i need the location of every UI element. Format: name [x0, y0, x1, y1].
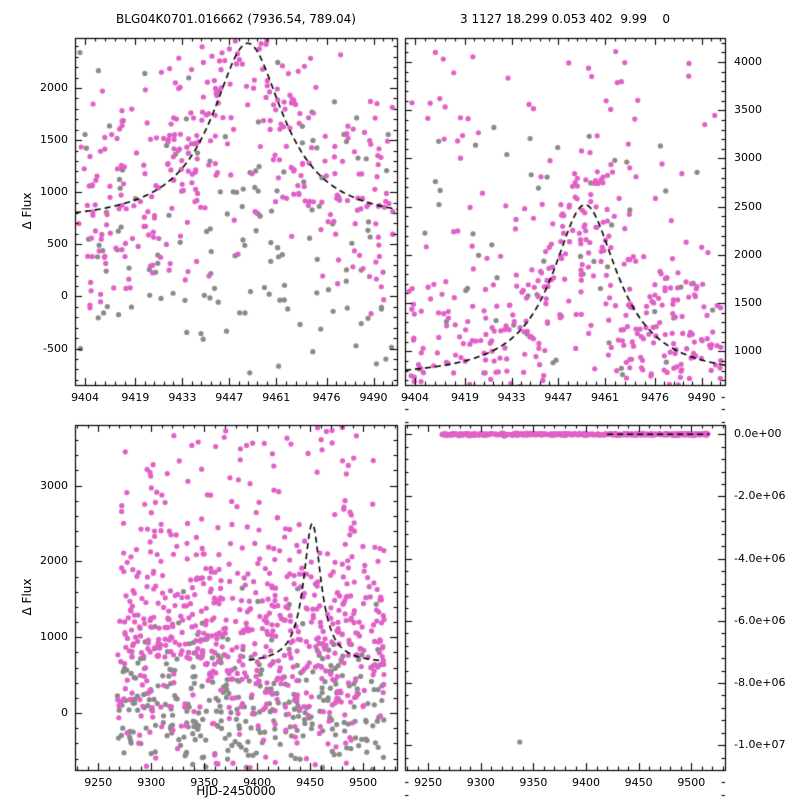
x-tick-label: 9300	[137, 776, 166, 789]
x-tick-label: 9447	[544, 391, 573, 404]
y-tick-label: 2500	[734, 199, 762, 213]
panel-bottom-left-ylabel: Δ Flux	[20, 578, 34, 616]
y-tick-label: 1500	[734, 296, 762, 310]
x-axis-label: HJD-2450000	[196, 784, 276, 798]
y-tick-label: -500	[43, 341, 68, 355]
y-tick-label: 0.0e+00	[734, 427, 782, 441]
x-tick-label: 9490	[359, 391, 388, 404]
y-tick-label: 2000	[40, 81, 68, 95]
y-tick-label: 1000	[734, 344, 762, 358]
x-tick-label: 9433	[168, 391, 197, 404]
y-tick-label: 2000	[734, 247, 762, 261]
y-tick-label: 1000	[40, 630, 68, 644]
y-tick-label: 1000	[40, 185, 68, 199]
x-tick-label: 9490	[687, 391, 716, 404]
x-tick-label: 9476	[641, 391, 669, 404]
x-tick-label: 9419	[121, 391, 150, 404]
x-tick-label: 9404	[401, 391, 429, 404]
y-tick-label: 3500	[734, 103, 762, 117]
x-tick-label: 9400	[243, 776, 272, 789]
y-tick-label: -1.0e+07	[734, 738, 786, 752]
y-tick-label: 0	[61, 706, 68, 720]
x-tick-label: 9433	[497, 391, 526, 404]
x-tick-label: 9400	[572, 776, 601, 789]
x-tick-label: 9300	[466, 776, 495, 789]
x-tick-label: 9350	[519, 776, 548, 789]
x-tick-label: 9450	[624, 776, 653, 789]
y-tick-label: -4.0e+06	[734, 551, 786, 565]
y-tick-label: 1500	[40, 133, 68, 147]
x-tick-label: 9450	[296, 776, 325, 789]
panel-top-right-title: 3 1127 18.299 0.053 402 9.99 0	[460, 12, 670, 26]
x-tick-label: 9447	[215, 391, 244, 404]
x-tick-label: 9461	[591, 391, 619, 404]
x-tick-label: 9500	[677, 776, 706, 789]
y-tick-label: 500	[47, 237, 68, 251]
y-tick-label: 0	[61, 289, 68, 303]
y-tick-label: 3000	[734, 151, 762, 165]
x-tick-label: 9250	[414, 776, 443, 789]
x-tick-label: 9404	[71, 391, 100, 404]
y-tick-label: -6.0e+06	[734, 613, 786, 627]
y-tick-label: 2000	[40, 554, 68, 568]
x-tick-label: 9250	[84, 776, 113, 789]
x-tick-label: 9476	[312, 391, 341, 404]
y-tick-label: 4000	[734, 55, 762, 69]
x-tick-label: 9350	[190, 776, 219, 789]
x-tick-label: 9500	[349, 776, 378, 789]
y-tick-label: -2.0e+06	[734, 489, 786, 503]
x-tick-label: 9461	[262, 391, 291, 404]
y-tick-label: -8.0e+06	[734, 675, 786, 689]
y-tick-label: 3000	[40, 478, 68, 492]
panel-top-left-title: BLG04K0701.016662 (7936.54, 789.04)	[116, 12, 356, 26]
x-tick-label: 9419	[451, 391, 479, 404]
